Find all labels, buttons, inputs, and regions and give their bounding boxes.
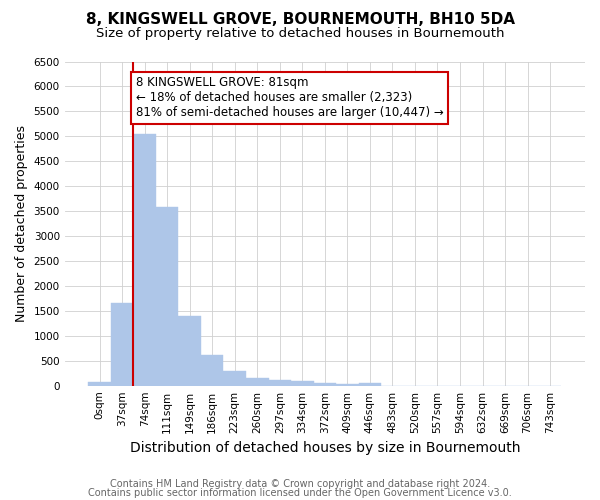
Bar [201, 355, 223, 386]
Text: 8 KINGSWELL GROVE: 81sqm
← 18% of detached houses are smaller (2,323)
81% of sem: 8 KINGSWELL GROVE: 81sqm ← 18% of detach… [136, 76, 443, 120]
X-axis label: Distribution of detached houses by size in Bournemouth: Distribution of detached houses by size … [130, 441, 520, 455]
Bar [223, 370, 246, 386]
Bar [314, 383, 336, 386]
Bar [156, 207, 178, 386]
Text: Contains public sector information licensed under the Open Government Licence v3: Contains public sector information licen… [88, 488, 512, 498]
Bar [88, 382, 111, 386]
Bar [111, 304, 133, 386]
Bar [336, 384, 359, 386]
Text: Contains HM Land Registry data © Crown copyright and database right 2024.: Contains HM Land Registry data © Crown c… [110, 479, 490, 489]
Bar [178, 316, 201, 386]
Bar [133, 134, 156, 386]
Bar [269, 380, 291, 386]
Bar [359, 382, 381, 386]
Text: Size of property relative to detached houses in Bournemouth: Size of property relative to detached ho… [96, 28, 504, 40]
Y-axis label: Number of detached properties: Number of detached properties [15, 125, 28, 322]
Bar [246, 378, 269, 386]
Bar [291, 381, 314, 386]
Text: 8, KINGSWELL GROVE, BOURNEMOUTH, BH10 5DA: 8, KINGSWELL GROVE, BOURNEMOUTH, BH10 5D… [86, 12, 515, 28]
